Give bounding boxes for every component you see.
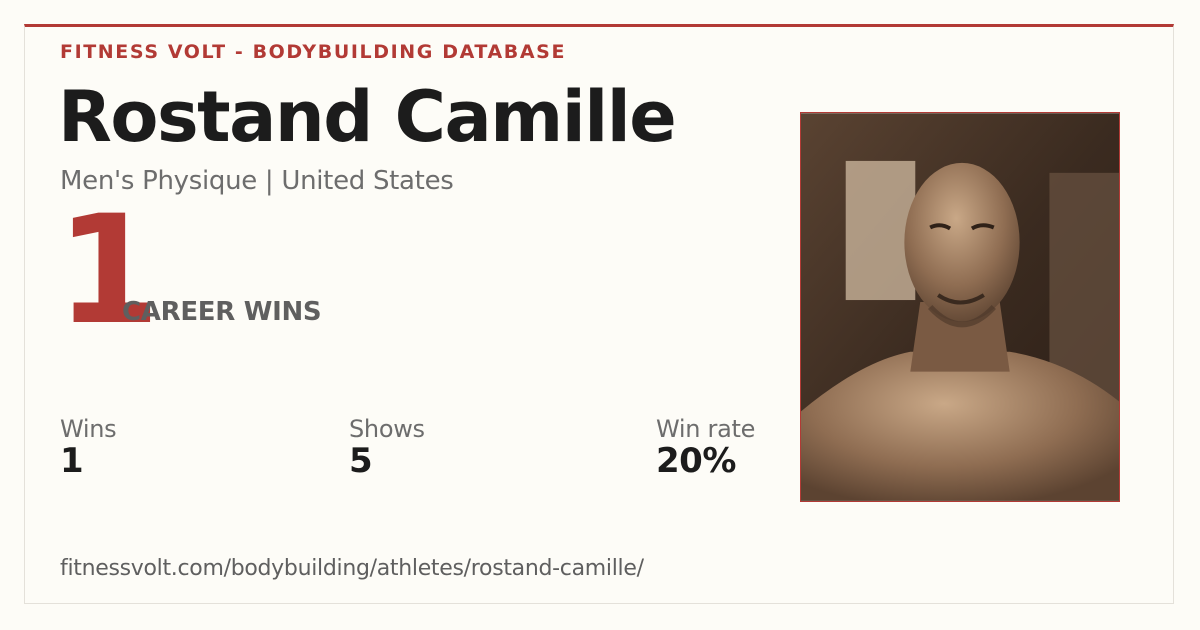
stat-value: 1 (60, 441, 84, 481)
stat-label: Shows (349, 415, 425, 443)
url: fitnessvolt.com/bodybuilding/athletes/ro… (60, 556, 644, 581)
stat-value: 20% (656, 441, 736, 481)
brand: FITNESS VOLT - BODYBUILDING DATABASE (60, 41, 567, 63)
subtitle: Men's Physique | United States (60, 166, 454, 196)
career-wins-label: CAREER WINS (122, 297, 322, 327)
stat-label: Wins (60, 415, 117, 443)
athlete-name: Rostand Camille (58, 76, 677, 158)
athlete-photo (800, 112, 1120, 502)
career-wins-value: 1 (56, 184, 160, 358)
stat-label: Win rate (656, 415, 756, 443)
stat-value: 5 (349, 441, 373, 481)
